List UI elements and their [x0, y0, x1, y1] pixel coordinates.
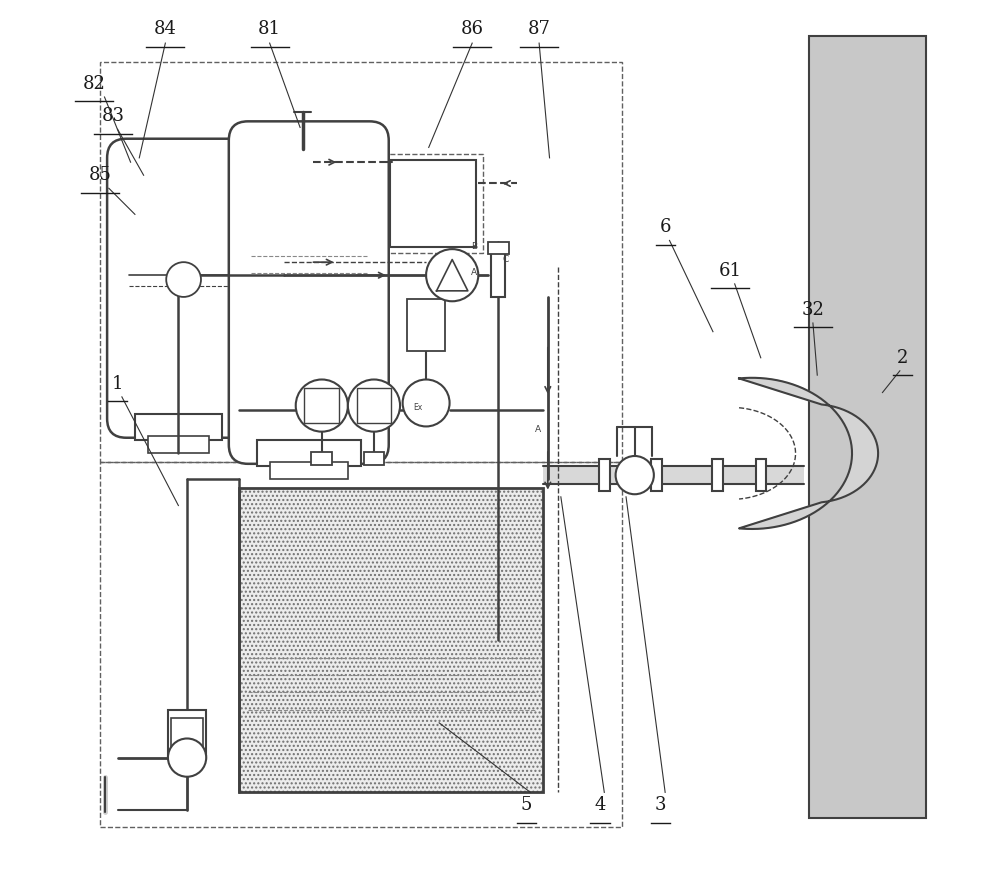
Circle shape	[403, 379, 450, 426]
FancyBboxPatch shape	[107, 139, 250, 438]
Bar	[357, 388, 391, 423]
Circle shape	[348, 379, 400, 432]
Text: 32: 32	[801, 301, 824, 319]
Bar	[148, 436, 209, 453]
Text: 3: 3	[655, 796, 667, 814]
Text: A: A	[471, 269, 477, 277]
Bar	[651, 460, 662, 491]
Circle shape	[168, 739, 206, 777]
Bar	[304, 388, 339, 423]
Bar	[100, 462, 622, 828]
Bar	[270, 462, 348, 480]
Text: 87: 87	[528, 20, 551, 38]
Bar	[364, 452, 384, 465]
Bar	[257, 440, 361, 467]
Bar	[491, 252, 505, 297]
Bar	[407, 299, 445, 351]
Text: 2: 2	[897, 349, 908, 367]
Polygon shape	[739, 378, 878, 529]
Text: 86: 86	[461, 20, 484, 38]
Text: 6: 6	[659, 218, 671, 236]
Bar	[390, 160, 476, 247]
Bar	[168, 710, 206, 758]
Circle shape	[166, 262, 201, 297]
Text: B: B	[471, 242, 477, 251]
Bar	[809, 36, 926, 819]
Text: C: C	[502, 255, 508, 264]
Text: A: A	[535, 425, 541, 433]
Bar	[383, 153, 483, 254]
Bar	[488, 242, 509, 255]
Circle shape	[616, 456, 654, 494]
Bar	[712, 460, 723, 491]
Text: 84: 84	[154, 20, 177, 38]
FancyBboxPatch shape	[229, 121, 389, 464]
Bar	[100, 62, 622, 462]
Bar	[311, 452, 332, 465]
Text: 85: 85	[89, 167, 112, 184]
Bar	[135, 414, 222, 440]
Bar	[239, 488, 543, 793]
Bar	[239, 488, 543, 793]
Circle shape	[426, 249, 478, 301]
Bar	[131, 272, 226, 415]
Text: 83: 83	[102, 107, 125, 125]
Text: 1: 1	[112, 375, 123, 393]
Bar	[252, 146, 365, 441]
Text: 82: 82	[83, 75, 106, 93]
Bar	[599, 460, 610, 491]
Bar	[543, 467, 804, 484]
Circle shape	[296, 379, 348, 432]
Bar	[171, 718, 203, 749]
Text: 5: 5	[520, 796, 532, 814]
Text: Ex: Ex	[413, 403, 422, 412]
Bar	[756, 460, 766, 491]
Text: 61: 61	[719, 262, 742, 280]
Text: 4: 4	[594, 796, 606, 814]
Text: 81: 81	[258, 20, 281, 38]
